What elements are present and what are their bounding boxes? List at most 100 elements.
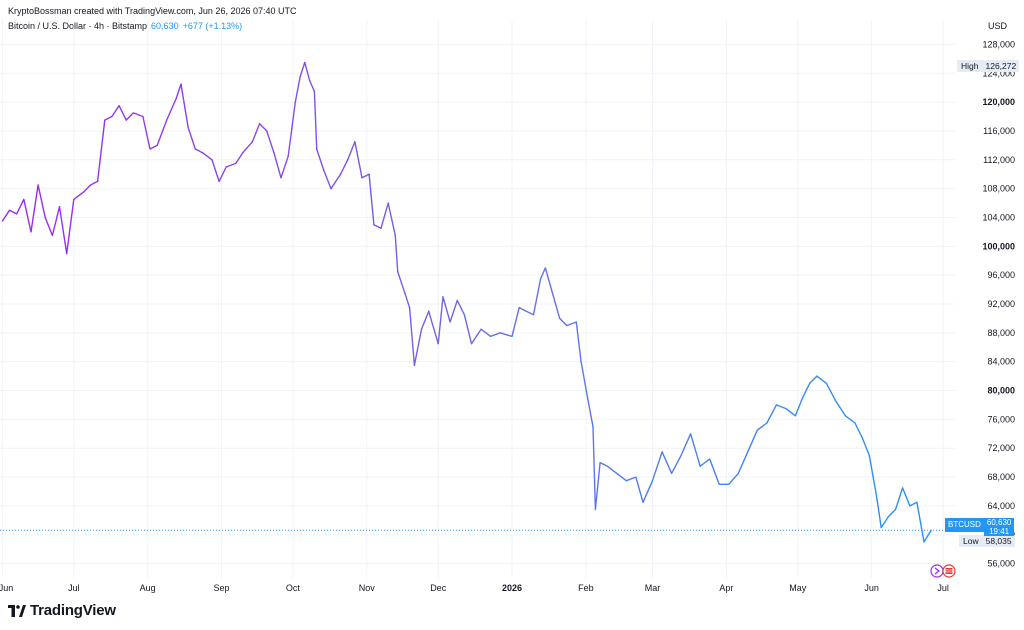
current-price-badge: BTCUSD 60,630 19:41 xyxy=(945,518,1015,536)
data-point xyxy=(875,494,878,496)
data-point xyxy=(844,415,847,417)
y-axis: 56,00060,00064,00068,00072,00076,00080,0… xyxy=(982,39,1015,568)
badge-price: 60,630 xyxy=(986,518,1012,527)
data-point xyxy=(625,480,627,482)
data-point xyxy=(809,382,811,384)
event-icons[interactable] xyxy=(930,564,956,578)
data-point xyxy=(580,361,582,363)
x-tick-label: Nov xyxy=(359,583,376,593)
data-point xyxy=(566,325,568,327)
data-point xyxy=(187,126,189,128)
data-point xyxy=(316,148,318,150)
data-point xyxy=(266,130,268,132)
data-point xyxy=(428,310,430,312)
data-point xyxy=(651,480,654,482)
y-tick-label: 120,000 xyxy=(982,97,1015,107)
data-point xyxy=(313,90,315,92)
data-point xyxy=(166,119,168,121)
x-tick-label: Jul xyxy=(937,583,949,593)
data-point xyxy=(861,436,863,438)
data-point xyxy=(273,151,275,154)
y-tick-label: 80,000 xyxy=(987,386,1015,396)
data-point xyxy=(294,101,296,103)
tradingview-logo[interactable]: TradingView xyxy=(8,602,116,619)
data-point xyxy=(23,198,25,201)
data-point xyxy=(299,76,301,78)
data-point xyxy=(258,123,261,125)
data-point xyxy=(354,141,356,143)
data-point xyxy=(149,148,151,150)
y-tick-label: 76,000 xyxy=(987,414,1015,424)
data-point xyxy=(51,234,53,237)
y-tick-label: 92,000 xyxy=(987,299,1015,309)
high-label: High xyxy=(957,60,983,72)
data-point xyxy=(251,141,254,143)
x-tick-label: Jul xyxy=(68,583,80,593)
data-point xyxy=(525,310,527,312)
data-point xyxy=(868,454,870,457)
y-tick-label: 128,000 xyxy=(982,39,1015,49)
x-tick-label: Dec xyxy=(430,583,447,593)
data-point xyxy=(361,177,363,179)
data-point xyxy=(756,429,758,431)
symbol-legend: Bitcoin / U.S. Dollar · 4h · Bitstamp 60,… xyxy=(8,21,242,31)
data-point xyxy=(132,112,134,114)
series-line-btcusd xyxy=(1,61,932,543)
data-point xyxy=(709,458,711,460)
symbol-title: Bitcoin / U.S. Dollar · 4h · Bitstamp xyxy=(8,21,148,31)
y-tick-label: 112,000 xyxy=(983,155,1015,165)
data-point xyxy=(916,501,918,503)
data-point xyxy=(339,173,342,175)
us-flag-icon xyxy=(945,568,953,574)
low-label: Low xyxy=(959,535,983,547)
data-point xyxy=(413,364,415,366)
x-tick-label: Jun xyxy=(864,583,879,593)
last-price: 60,630 xyxy=(151,21,179,31)
data-point xyxy=(37,184,39,186)
data-point xyxy=(89,184,92,186)
data-point xyxy=(594,508,596,511)
data-point xyxy=(394,234,396,237)
data-point xyxy=(747,451,749,453)
data-point xyxy=(44,216,46,219)
data-point xyxy=(642,501,644,503)
data-point xyxy=(387,202,389,204)
data-point xyxy=(66,252,68,255)
earnings-event-icon[interactable] xyxy=(930,564,944,578)
chart-credit: KryptoBossman created with TradingView.c… xyxy=(8,6,297,16)
data-point xyxy=(397,270,399,273)
data-point xyxy=(532,314,535,316)
y-tick-label: 72,000 xyxy=(987,443,1015,453)
badge-price-block: 60,630 19:41 xyxy=(983,518,1015,536)
badge-symbol: BTCUSD xyxy=(945,518,984,532)
y-tick-label: 108,000 xyxy=(982,184,1015,194)
price-change: +677 (+1.13%) xyxy=(182,21,243,31)
data-point xyxy=(437,343,439,345)
y-tick-label: 88,000 xyxy=(987,328,1015,338)
data-point xyxy=(616,472,618,475)
data-point xyxy=(592,425,594,428)
data-point xyxy=(104,119,106,121)
data-point xyxy=(420,328,423,330)
data-point xyxy=(825,382,827,384)
data-point xyxy=(559,317,561,320)
data-point xyxy=(30,231,32,233)
data-point xyxy=(518,307,520,309)
tradingview-logo-icon xyxy=(8,604,26,617)
data-point xyxy=(816,375,818,377)
data-point xyxy=(242,151,244,154)
data-point xyxy=(211,159,213,161)
data-point xyxy=(142,115,144,118)
data-point xyxy=(835,400,837,402)
data-point xyxy=(909,505,911,507)
data-point xyxy=(280,177,282,179)
data-point xyxy=(235,162,237,164)
y-tick-label: 124,000 xyxy=(982,68,1015,78)
data-point xyxy=(347,159,349,161)
data-point xyxy=(766,422,768,424)
data-point xyxy=(540,278,542,280)
data-point xyxy=(902,487,904,489)
data-point xyxy=(175,97,177,100)
x-tick-label: Aug xyxy=(140,583,156,593)
